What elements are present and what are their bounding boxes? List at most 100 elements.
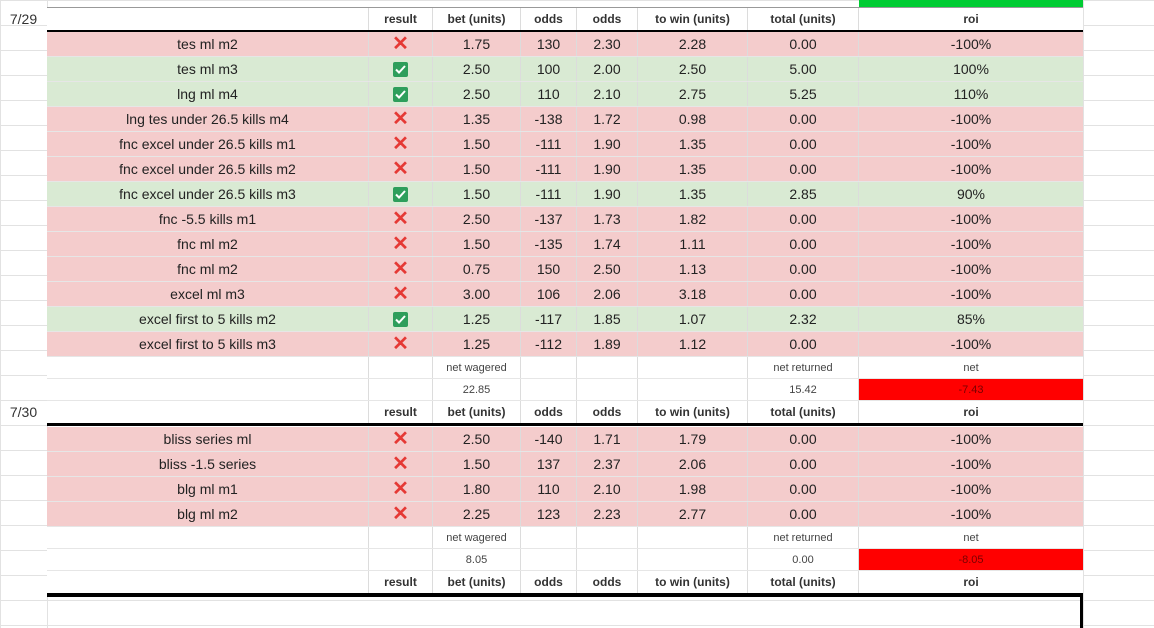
roi-value[interactable]: -100%	[950, 36, 992, 52]
cross-icon[interactable]: ✕	[392, 208, 409, 230]
total-units[interactable]: 5.00	[748, 57, 859, 81]
bet-result[interactable]	[369, 307, 433, 331]
bet-units[interactable]: 2.50	[433, 427, 521, 451]
roi-value[interactable]: -100%	[950, 111, 992, 127]
odds-american[interactable]: 100	[521, 57, 577, 81]
net-label[interactable]: net	[963, 531, 979, 544]
empty-cell[interactable]	[638, 549, 748, 570]
bet-result[interactable]: ✕	[369, 232, 433, 256]
odds-decimal[interactable]: 1.72	[577, 107, 638, 131]
bet-result[interactable]: ✕	[369, 332, 433, 356]
cross-icon[interactable]: ✕	[392, 133, 409, 155]
bet-row[interactable]: fnc -5.5 kills m1 ✕ 2.50 -137 1.73 1.82 0.00 -1…	[47, 207, 1083, 232]
bet-name[interactable]: lng ml m4	[47, 82, 369, 106]
odds-american[interactable]: -138	[521, 107, 577, 131]
checkbox-check-icon[interactable]	[393, 311, 408, 327]
odds-decimal[interactable]: 1.73	[577, 207, 638, 231]
total-units[interactable]: 0.00	[748, 232, 859, 256]
total-units[interactable]: 0.00	[748, 477, 859, 501]
cross-icon[interactable]: ✕	[392, 258, 409, 280]
previous-net-cell[interactable]	[859, 0, 1083, 7]
empty-cell[interactable]	[47, 527, 369, 548]
bet-row[interactable]: excel first to 5 kills m2 1.25 -117 1.85 1.0…	[47, 307, 1083, 332]
odds-decimal[interactable]: 2.23	[577, 502, 638, 526]
cross-icon[interactable]: ✕	[392, 158, 409, 180]
net-wagered-label[interactable]: net wagered	[433, 527, 521, 548]
bet-name[interactable]: fnc excel under 26.5 kills m3	[47, 182, 369, 206]
bet-result[interactable]: ✕	[369, 207, 433, 231]
odds-american[interactable]: 110	[521, 82, 577, 106]
header-total-units[interactable]: total (units)	[748, 571, 859, 593]
bet-name[interactable]: bliss series ml	[47, 427, 369, 451]
to-win[interactable]: 2.06	[638, 452, 748, 476]
bet-name[interactable]: blg ml m1	[47, 477, 369, 501]
odds-american[interactable]: 150	[521, 257, 577, 281]
bet-units[interactable]: 2.50	[433, 57, 521, 81]
net-returned-value[interactable]: 15.42	[748, 379, 859, 400]
odds-american[interactable]: 130	[521, 32, 577, 56]
to-win[interactable]: 1.35	[638, 182, 748, 206]
header-to-win-units[interactable]: to win (units)	[638, 401, 748, 423]
bet-name[interactable]: fnc ml m2	[47, 257, 369, 281]
odds-american[interactable]: -137	[521, 207, 577, 231]
odds-decimal[interactable]: 2.10	[577, 82, 638, 106]
checkbox-check-icon[interactable]	[393, 186, 408, 202]
header-total-units[interactable]: total (units)	[748, 401, 859, 423]
odds-decimal[interactable]: 1.89	[577, 332, 638, 356]
bet-units[interactable]: 1.25	[433, 332, 521, 356]
empty-cell[interactable]	[577, 379, 638, 400]
odds-american[interactable]: -140	[521, 427, 577, 451]
to-win[interactable]: 3.18	[638, 282, 748, 306]
bet-row[interactable]: blg ml m2 ✕ 2.25 123 2.23 2.77 0.00 -100%	[47, 502, 1083, 527]
odds-decimal[interactable]: 1.90	[577, 182, 638, 206]
bet-units[interactable]: 1.50	[433, 232, 521, 256]
bet-row[interactable]: bliss series ml ✕ 2.50 -140 1.71 1.79 0.00 -100…	[47, 427, 1083, 452]
total-units[interactable]: 0.00	[748, 282, 859, 306]
bet-units[interactable]: 1.35	[433, 107, 521, 131]
bet-units[interactable]: 1.50	[433, 452, 521, 476]
bet-result[interactable]: ✕	[369, 502, 433, 526]
cross-icon[interactable]: ✕	[392, 33, 409, 55]
net-wagered-value[interactable]: 22.85	[433, 379, 521, 400]
odds-decimal[interactable]: 1.71	[577, 427, 638, 451]
odds-american[interactable]: 110	[521, 477, 577, 501]
odds-american[interactable]: 123	[521, 502, 577, 526]
bet-name[interactable]: bliss -1.5 series	[47, 452, 369, 476]
net-returned-label[interactable]: net returned	[748, 357, 859, 378]
to-win[interactable]: 2.28	[638, 32, 748, 56]
header-result[interactable]: result	[369, 571, 433, 593]
bet-units[interactable]: 1.50	[433, 132, 521, 156]
cross-icon[interactable]: ✕	[392, 453, 409, 475]
to-win[interactable]: 2.75	[638, 82, 748, 106]
header-roi[interactable]: roi	[963, 575, 979, 589]
total-units[interactable]: 5.25	[748, 82, 859, 106]
bet-name[interactable]: tes ml m2	[47, 32, 369, 56]
roi-value[interactable]: -100%	[950, 161, 992, 177]
bet-units[interactable]: 2.50	[433, 82, 521, 106]
roi-value[interactable]: 90%	[956, 186, 986, 202]
cross-icon[interactable]: ✕	[392, 283, 409, 305]
bet-row[interactable]: fnc excel under 26.5 kills m3 1.50 -111 1.9…	[47, 182, 1083, 207]
section-date[interactable]: 7/30	[9, 404, 38, 420]
header-odds[interactable]: odds	[521, 401, 577, 423]
empty-cell[interactable]	[369, 549, 433, 570]
odds-decimal[interactable]: 2.37	[577, 452, 638, 476]
roi-value[interactable]: -100%	[950, 431, 992, 447]
total-units[interactable]: 0.00	[748, 32, 859, 56]
bet-row[interactable]: fnc ml m2 ✕ 1.50 -135 1.74 1.11 0.00 -100%	[47, 232, 1083, 257]
bet-name[interactable]: excel ml m3	[47, 282, 369, 306]
header-total-units[interactable]: total (units)	[748, 8, 859, 30]
total-units[interactable]: 0.00	[748, 157, 859, 181]
net-wagered-label[interactable]: net wagered	[433, 357, 521, 378]
checkbox-check-icon[interactable]	[393, 61, 408, 77]
empty-cell[interactable]	[577, 357, 638, 378]
header-bet-name[interactable]	[47, 8, 369, 30]
bet-name[interactable]: tes ml m3	[47, 57, 369, 81]
bet-row[interactable]: tes ml m2 ✕ 1.75 130 2.30 2.28 0.00 -100%	[47, 32, 1083, 57]
to-win[interactable]: 1.07	[638, 307, 748, 331]
roi-value[interactable]: -100%	[950, 286, 992, 302]
total-units[interactable]: 0.00	[748, 207, 859, 231]
empty-cell[interactable]	[638, 379, 748, 400]
bet-name[interactable]: blg ml m2	[47, 502, 369, 526]
header-result[interactable]: result	[369, 8, 433, 30]
